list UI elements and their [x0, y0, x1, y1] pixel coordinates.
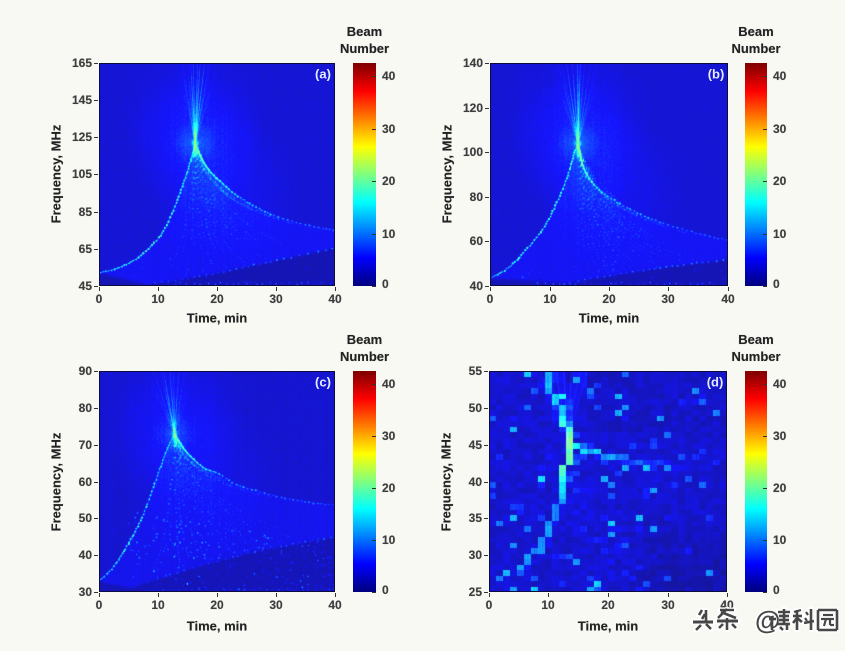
svg-text:@: @ [755, 605, 780, 635]
svg-text:@: @ [755, 605, 780, 635]
